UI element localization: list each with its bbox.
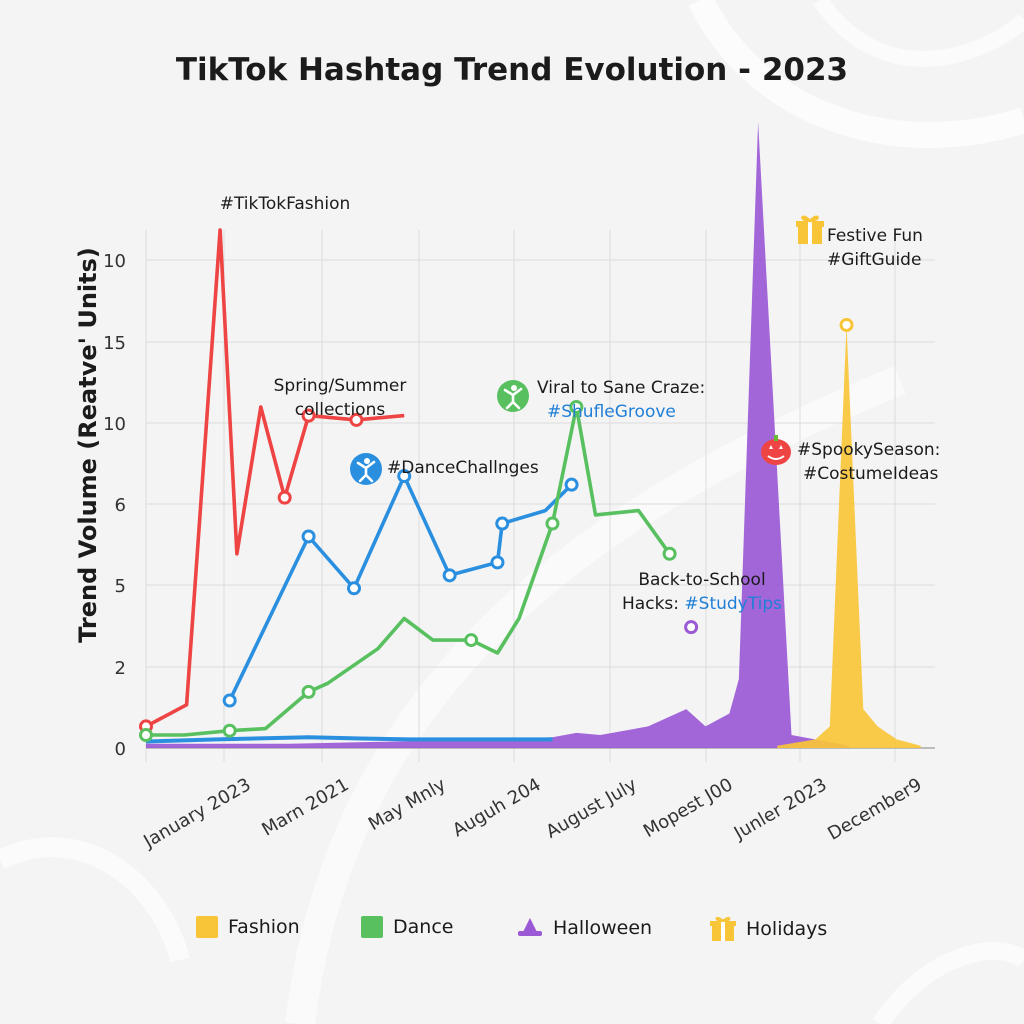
- marker-holidays: [839, 317, 854, 332]
- annotation-back-to-school: Back-to-School Hacks: #StudyTips: [612, 568, 792, 616]
- annotation-line: Viral to Sane Craze:: [537, 378, 706, 398]
- annotation-hashtag: #StudyTips: [684, 594, 782, 614]
- marker-fashion: [349, 412, 364, 427]
- legend-label: Holidays: [746, 918, 828, 940]
- annotation-viral-craze: Viral to Sane Craze: #ShufleGroove: [537, 376, 705, 424]
- marker-dance_blue: [301, 529, 316, 544]
- y-tick-label: 0: [115, 739, 126, 760]
- marker-fashion: [277, 490, 292, 505]
- square-icon: [196, 916, 218, 938]
- legend-item-holidays: Holidays: [710, 916, 827, 942]
- marker-fashion: [301, 408, 316, 423]
- area-halloween: [146, 122, 849, 749]
- annotation-fashion-peak: #TikTokFashion: [190, 192, 380, 216]
- annotation-line: collections: [294, 400, 386, 420]
- y-tick-label: 10: [103, 414, 126, 435]
- x-tick-label: Marn 2021: [258, 774, 352, 840]
- x-tick-label: August July: [542, 774, 640, 843]
- annotation-line: #CostumeIdeas: [803, 464, 939, 484]
- annotation-spooky-season: #SpookySeason: #CostumeIdeas: [797, 438, 940, 486]
- marker-dance_blue: [490, 555, 505, 570]
- x-tick-label: May Mnly: [365, 774, 450, 835]
- x-tick-label: Mopest J00: [640, 774, 737, 842]
- annotation-line: Festive Fun: [827, 226, 923, 246]
- chart-grid: [145, 230, 935, 762]
- legend-item-fashion: Fashion: [196, 916, 300, 938]
- y-tick-label: 5: [115, 576, 126, 597]
- marker-halloween_point: [684, 620, 699, 635]
- annotation-festive-fun: Festive Fun #GiftGuide: [827, 224, 923, 272]
- annotation-hashtag: #ShufleGroove: [547, 402, 676, 422]
- annotation-line: Back-to-School: [638, 570, 766, 590]
- annotation-icons: [350, 215, 824, 485]
- marker-dance_blue: [222, 693, 237, 708]
- legend-label: Halloween: [553, 917, 653, 939]
- y-tick-label: 10: [103, 251, 126, 272]
- area-series: [146, 122, 921, 749]
- dancer-icon: [350, 453, 382, 485]
- y-tick-labels: 0 2 5 6 10 15 10: [103, 251, 126, 760]
- marker-dance_green: [301, 684, 316, 699]
- gift-icon: [710, 916, 736, 941]
- legend-item-halloween: Halloween: [517, 916, 652, 940]
- legend-label: Fashion: [228, 916, 300, 938]
- witch-hat-icon: [518, 918, 542, 936]
- line-dance_green: [146, 405, 672, 737]
- marker-dance_blue: [495, 516, 510, 531]
- square-icon: [361, 916, 383, 938]
- marker-dance_green: [662, 546, 677, 561]
- chart-legend: Fashion Dance Halloween Holidays: [0, 912, 1024, 948]
- marker-dance_green: [569, 399, 584, 414]
- legend-label: Dance: [393, 916, 454, 938]
- y-tick-label: 2: [115, 658, 126, 679]
- annotation-line: #DanceChallnges: [387, 458, 539, 478]
- line-series: [145, 228, 672, 744]
- marker-dance_green: [139, 728, 153, 743]
- y-tick-label: 15: [103, 333, 126, 354]
- area-holidays: [777, 325, 921, 748]
- x-tick-label: Auguh 204: [449, 774, 544, 841]
- annotation-spring-summer: Spring/Summer collections: [250, 374, 430, 422]
- y-tick-label: 6: [115, 495, 126, 516]
- annotation-line: #GiftGuide: [827, 250, 922, 270]
- x-tick-label: December9: [824, 774, 925, 845]
- line-dance_blue_base: [145, 735, 553, 744]
- line-fashion: [145, 228, 405, 728]
- x-tick-label: Junler 2023: [730, 774, 831, 844]
- annotation-line: #TikTokFashion: [219, 194, 351, 214]
- dancer-icon: [497, 380, 529, 412]
- marker-dance_green: [222, 723, 237, 738]
- marker-dance_green: [545, 516, 560, 531]
- x-tick-label: January 2023: [139, 774, 254, 853]
- annotation-dance-challenges: #DanceChallnges: [387, 456, 539, 480]
- legend-item-dance: Dance: [361, 916, 453, 938]
- annotation-line: Spring/Summer: [273, 376, 407, 396]
- marker-dance_blue: [442, 568, 457, 583]
- x-tick-labels: January 2023 Marn 2021 May Mnly Auguh 204Au…: [139, 774, 925, 853]
- marker-dance_blue: [397, 469, 412, 484]
- series-markers: [139, 317, 854, 743]
- marker-dance_blue: [564, 477, 579, 492]
- gift-icon: [796, 215, 824, 244]
- chart-title: TikTok Hashtag Trend Evolution - 2023: [175, 52, 849, 88]
- marker-dance_blue: [347, 581, 362, 596]
- annotation-line: #SpookySeason:: [797, 440, 941, 460]
- annotation-line: Hacks:: [622, 594, 685, 614]
- marker-dance_green: [464, 633, 479, 648]
- pumpkin-icon: [761, 435, 791, 465]
